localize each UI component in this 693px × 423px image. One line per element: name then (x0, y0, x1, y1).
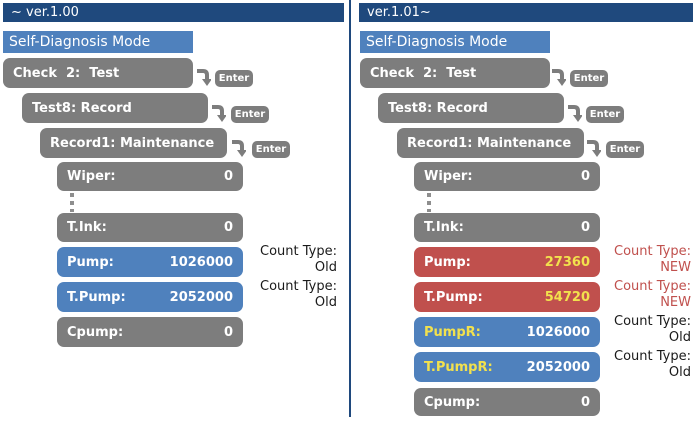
counter-label: Wiper: (424, 169, 473, 184)
enter-arrow-icon (552, 69, 566, 86)
counter-value: 2052000 (526, 359, 590, 375)
ellipsis-connector (70, 193, 74, 212)
menu-step-record: Record1: Maintenance (397, 128, 584, 158)
enter-arrow-icon (232, 140, 246, 157)
enter-arrow-icon (568, 105, 582, 122)
count-type-note: Count Type: NEW (614, 279, 691, 310)
counter-value: 0 (580, 220, 590, 235)
enter-key-button: Enter (586, 106, 624, 123)
count-type-note: Count Type: Old (260, 279, 337, 310)
count-type-note: Count Type: Old (260, 244, 337, 275)
counter-row-pump: Pump: 1026000 (57, 247, 243, 277)
enter-key-button: Enter (231, 106, 269, 123)
panel-divider (349, 0, 351, 417)
counter-value: 2052000 (169, 289, 233, 305)
version-header-left: ~ ver.1.00 (3, 3, 344, 22)
counter-value: 0 (580, 394, 590, 410)
counter-row-cpump: Cpump: 0 (57, 317, 243, 347)
enter-key-button: Enter (215, 70, 253, 87)
enter-arrow-icon (587, 140, 601, 157)
counter-value: 1026000 (169, 254, 233, 270)
enter-arrow-icon (197, 69, 211, 86)
menu-step-record: Record1: Maintenance (40, 128, 227, 158)
counter-row-tink: T.Ink: 0 (414, 213, 600, 242)
counter-row-cpump: Cpump: 0 (414, 388, 600, 416)
counter-label: T.PumpR: (424, 359, 493, 375)
counter-value: 0 (223, 324, 233, 340)
counter-row-pumpr: PumpR: 1026000 (414, 317, 600, 347)
mode-title-right: Self-Diagnosis Mode (360, 31, 550, 53)
counter-row-tpump: T.Pump: 2052000 (57, 282, 243, 312)
counter-label: Pump: (67, 254, 114, 270)
counter-label: PumpR: (424, 324, 481, 340)
counter-value: 0 (223, 220, 233, 235)
counter-value: 0 (580, 169, 590, 184)
counter-row-tpumpr: T.PumpR: 2052000 (414, 352, 600, 382)
counter-row-wiper: Wiper: 0 (57, 162, 243, 191)
counter-label: T.Pump: (67, 289, 126, 305)
counter-label: Cpump: (424, 394, 481, 410)
menu-step-check: Check 2: Test (3, 58, 193, 88)
counter-value: 0 (223, 169, 233, 184)
counter-value: 1026000 (526, 324, 590, 340)
counter-label: T.Ink: (67, 220, 107, 235)
count-type-note: Count Type: Old (614, 349, 691, 380)
counter-label: T.Pump: (424, 289, 483, 305)
counter-label: Wiper: (67, 169, 116, 184)
counter-row-wiper: Wiper: 0 (414, 162, 600, 191)
counter-row-pump: Pump: 27360 (414, 247, 600, 277)
version-header-right: ver.1.01~ (359, 3, 693, 22)
enter-arrow-icon (212, 105, 226, 122)
counter-label: T.Ink: (424, 220, 464, 235)
counter-label: Pump: (424, 254, 471, 270)
counter-value: 54720 (544, 289, 590, 305)
count-type-note: Count Type: NEW (614, 244, 691, 275)
counter-value: 27360 (544, 254, 590, 270)
menu-step-test: Test8: Record (22, 93, 208, 123)
mode-title-left: Self-Diagnosis Mode (3, 31, 193, 53)
enter-key-button: Enter (570, 70, 608, 87)
counter-row-tpump: T.Pump: 54720 (414, 282, 600, 312)
menu-step-check: Check 2: Test (360, 58, 550, 88)
ellipsis-connector (427, 193, 431, 212)
count-type-note: Count Type: Old (614, 314, 691, 345)
menu-step-test: Test8: Record (378, 93, 564, 123)
enter-key-button: Enter (606, 141, 644, 158)
counter-label: Cpump: (67, 324, 124, 340)
counter-row-tink: T.Ink: 0 (57, 213, 243, 242)
enter-key-button: Enter (252, 141, 290, 158)
